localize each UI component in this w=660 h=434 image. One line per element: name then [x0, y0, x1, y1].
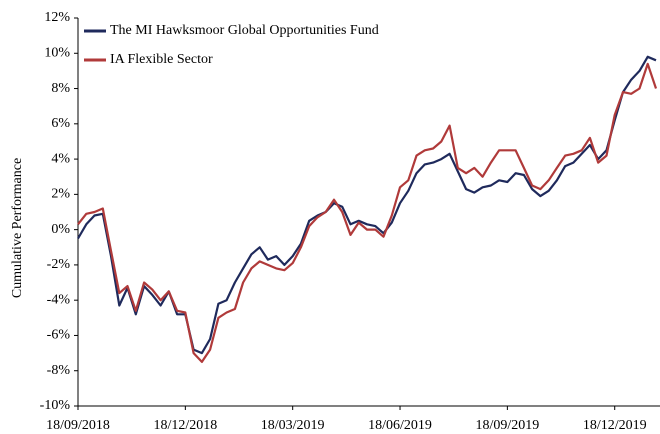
y-tick-label: -4%	[47, 292, 71, 307]
y-axis-label: Cumulative Performance	[10, 158, 25, 298]
y-tick-label: -2%	[47, 257, 71, 272]
series-line	[77, 55, 657, 355]
y-tick-label: 8%	[51, 81, 70, 96]
x-tick-label: 18/12/2019	[583, 418, 647, 433]
x-tick-label: 18/03/2019	[261, 418, 325, 433]
y-tick-label: -8%	[47, 363, 71, 378]
y-tick-label: 10%	[44, 45, 70, 60]
y-tick-label: -6%	[47, 328, 71, 343]
x-tick-label: 18/06/2019	[368, 418, 432, 433]
x-tick-label: 18/12/2018	[153, 418, 217, 433]
series-line	[77, 62, 658, 363]
x-tick-label: 18/09/2019	[475, 418, 539, 433]
y-tick-label: 2%	[51, 187, 70, 202]
legend-label: IA Flexible Sector	[110, 52, 213, 67]
y-tick-label: 0%	[51, 222, 70, 237]
y-tick-label: 12%	[44, 10, 70, 25]
legend-label: The MI Hawksmoor Global Opportunities Fu…	[110, 23, 379, 38]
x-tick-label: 18/09/2018	[46, 418, 110, 433]
y-tick-label: 4%	[51, 151, 70, 166]
y-tick-label: -10%	[40, 398, 71, 413]
y-tick-label: 6%	[51, 116, 70, 131]
